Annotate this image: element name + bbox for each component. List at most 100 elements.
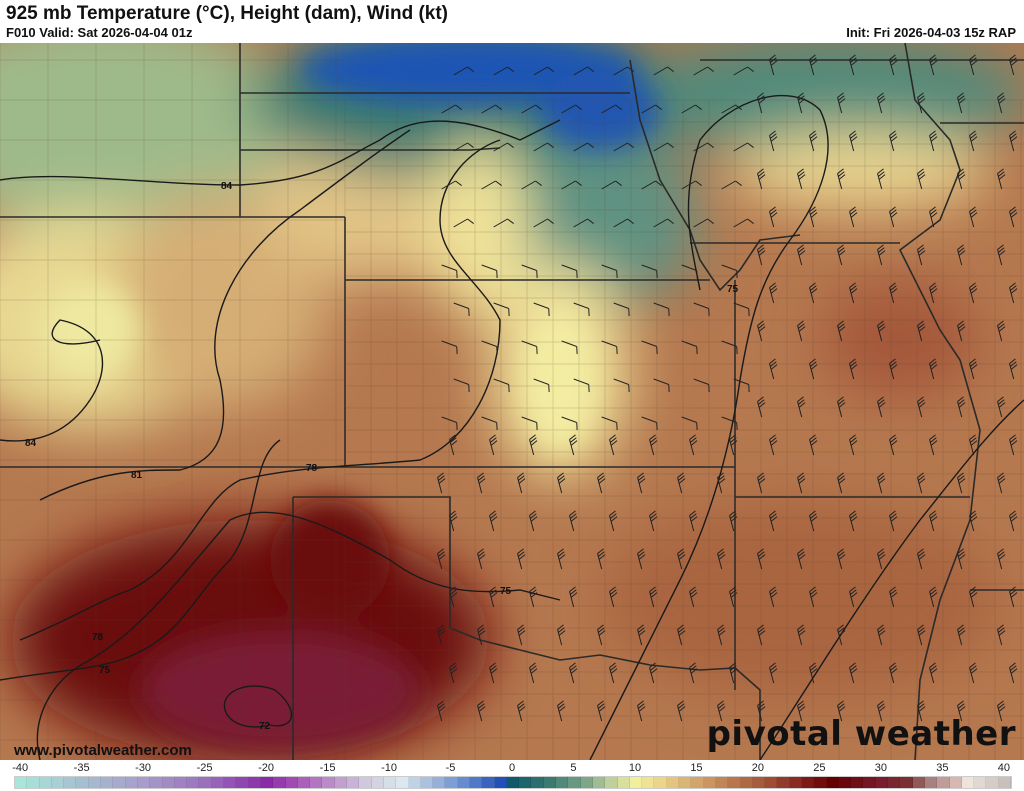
wind-barb: [441, 264, 458, 279]
colorbar-cell: [150, 777, 163, 788]
wind-barb: [649, 510, 658, 532]
wind-barb: [889, 586, 898, 608]
colorbar-cell: [113, 777, 126, 788]
colorbar-cell: [174, 777, 188, 788]
wind-barb: [917, 700, 926, 722]
wind-barb: [533, 66, 554, 76]
wind-barb: [637, 472, 646, 494]
wind-barb: [441, 340, 458, 355]
wind-barb: [1009, 130, 1018, 152]
wind-barb: [653, 302, 670, 317]
wind-barb: [769, 206, 778, 228]
wind-barb: [493, 142, 514, 152]
wind-barb: [529, 510, 538, 532]
colorbar-cell: [39, 777, 52, 788]
wind-barb: [653, 378, 670, 393]
wind-barb: [917, 92, 926, 114]
wind-barb: [649, 586, 658, 608]
wind-barb: [889, 358, 898, 380]
wind-barb: [677, 472, 686, 494]
colorbar-cell: [15, 777, 28, 788]
colorbar-cell: [961, 777, 975, 788]
wind-barb: [849, 510, 858, 532]
colorbar-cell: [76, 777, 89, 788]
wind-barb: [529, 586, 538, 608]
valid-time: F010 Valid: Sat 2026-04-04 01z: [6, 25, 193, 40]
wind-barb: [521, 180, 542, 190]
wind-barb: [641, 104, 662, 114]
wind-barb: [1009, 206, 1018, 228]
colorbar-cell: [617, 777, 630, 788]
wind-barb: [681, 180, 702, 190]
wind-barb: [969, 130, 978, 152]
wind-barb: [997, 92, 1006, 114]
colorbar-cell: [445, 777, 458, 788]
contour-labels: 84 84 81 78 78 75 75 75 72: [25, 181, 739, 732]
colorbar-cell: [568, 777, 581, 788]
wind-barb: [613, 142, 634, 152]
wind-barb: [517, 548, 526, 570]
wind-barb: [837, 700, 846, 722]
wind-barb: [969, 434, 978, 456]
wind-barb: [849, 130, 858, 152]
wind-barb: [533, 142, 554, 152]
wind-barb: [797, 624, 806, 646]
wind-barb: [889, 54, 898, 76]
colorbar-cell: [273, 777, 286, 788]
wind-barb: [573, 142, 594, 152]
wind-barb: [489, 510, 498, 532]
wind-barb: [957, 320, 966, 342]
wind-barb: [969, 358, 978, 380]
wind-barb: [561, 264, 578, 279]
colorbar-cell: [187, 777, 200, 788]
wind-barb: [561, 416, 578, 431]
wind-barb: [889, 510, 898, 532]
wind-barb: [1009, 54, 1018, 76]
contour-label: 78: [306, 463, 318, 474]
wind-barb: [929, 54, 938, 76]
wind-barb: [521, 340, 538, 355]
wind-barb: [757, 320, 766, 342]
contour-label: 75: [99, 665, 111, 676]
wind-barb: [769, 130, 778, 152]
wind-barb: [569, 586, 578, 608]
wind-barb: [693, 142, 714, 152]
wind-barb: [681, 264, 698, 279]
wind-barb: [877, 624, 886, 646]
wind-barb: [693, 302, 710, 317]
wind-barb: [477, 548, 486, 570]
wind-barb: [733, 142, 754, 152]
colorbar-cell: [310, 777, 323, 788]
wind-barb: [573, 302, 590, 317]
wind-barb: [929, 662, 938, 684]
wind-barb: [997, 244, 1006, 266]
wind-barb: [689, 662, 698, 684]
colorbar-cell: [888, 777, 901, 788]
height-contours: [0, 94, 1024, 760]
wind-barb: [677, 548, 686, 570]
wind-barb: [969, 54, 978, 76]
wind-barb: [733, 66, 754, 76]
wind-barb: [969, 206, 978, 228]
colorbar-cell: [224, 777, 237, 788]
colorbar-cell: [802, 777, 815, 788]
wind-barb: [1009, 282, 1018, 304]
colorbar-cell: [506, 777, 520, 788]
colorbar-cell: [715, 777, 729, 788]
wind-barb: [769, 54, 778, 76]
wind-barb: [597, 700, 606, 722]
wind-barb: [889, 206, 898, 228]
wind-barb: [997, 396, 1006, 418]
wind-barb: [681, 416, 698, 431]
wind-barb: [453, 218, 474, 228]
wind-barb: [601, 104, 622, 114]
wind-barb: [609, 586, 618, 608]
colorbar-cell: [125, 777, 138, 788]
wind-barb: [929, 510, 938, 532]
wind-barb: [849, 358, 858, 380]
colorbar-tick-label: -15: [319, 762, 336, 774]
wind-barb: [957, 168, 966, 190]
wind-barb: [569, 662, 578, 684]
wind-barb: [733, 302, 750, 317]
wind-barb: [797, 700, 806, 722]
